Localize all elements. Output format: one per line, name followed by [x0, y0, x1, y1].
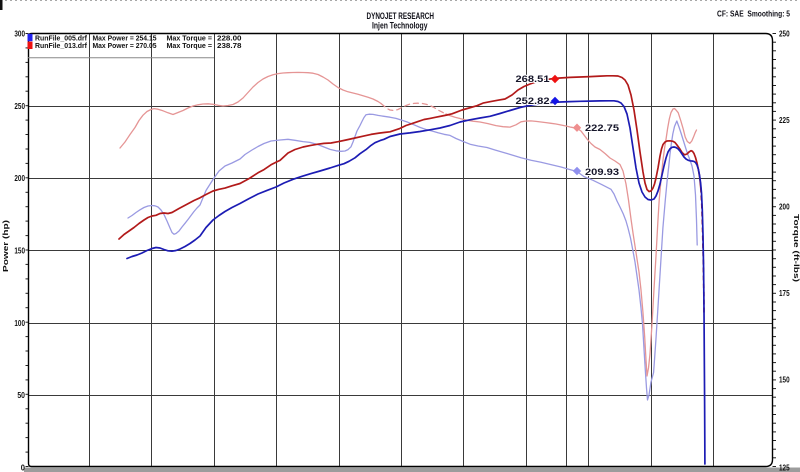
- svg-text:250: 250: [779, 30, 790, 39]
- svg-text:268.51: 268.51: [516, 74, 551, 85]
- svg-text:200: 200: [779, 203, 790, 212]
- svg-text:100: 100: [14, 319, 25, 328]
- svg-text:RunFile_013.drf: RunFile_013.drf: [35, 41, 87, 50]
- svg-text:300: 300: [14, 30, 25, 39]
- svg-text:222.75: 222.75: [585, 123, 620, 134]
- svg-text:Torque (ft-lbs): Torque (ft-lbs): [792, 214, 800, 283]
- svg-text:0: 0: [21, 464, 26, 472]
- svg-text:Max Torque =: Max Torque =: [167, 41, 213, 50]
- svg-text:DYNOJET RESEARCH: DYNOJET RESEARCH: [367, 11, 435, 21]
- svg-text:CF: SAE Smoothing: 5: CF: SAE Smoothing: 5: [717, 10, 790, 19]
- svg-text:228.00: 228.00: [217, 33, 242, 42]
- svg-text:200: 200: [14, 174, 25, 183]
- svg-text:252.82: 252.82: [516, 96, 550, 107]
- svg-text:Injen Technology: Injen Technology: [372, 21, 428, 31]
- svg-text:Max Torque =: Max Torque =: [167, 33, 213, 42]
- svg-text:Max Power = 254.15: Max Power = 254.15: [93, 33, 157, 42]
- svg-text:225: 225: [779, 116, 790, 125]
- svg-text:Max Power = 270.05: Max Power = 270.05: [93, 41, 157, 50]
- svg-text:150: 150: [14, 247, 25, 256]
- svg-text:RunFile_005.drf: RunFile_005.drf: [35, 33, 87, 42]
- svg-text:150: 150: [779, 376, 790, 385]
- svg-text:175: 175: [779, 289, 790, 298]
- svg-text:238.78: 238.78: [217, 41, 242, 50]
- svg-text:50: 50: [17, 391, 25, 400]
- svg-text:Power (hp): Power (hp): [1, 219, 10, 272]
- svg-text:125: 125: [779, 464, 790, 472]
- svg-text:209.93: 209.93: [585, 167, 619, 178]
- svg-text:250: 250: [14, 102, 25, 111]
